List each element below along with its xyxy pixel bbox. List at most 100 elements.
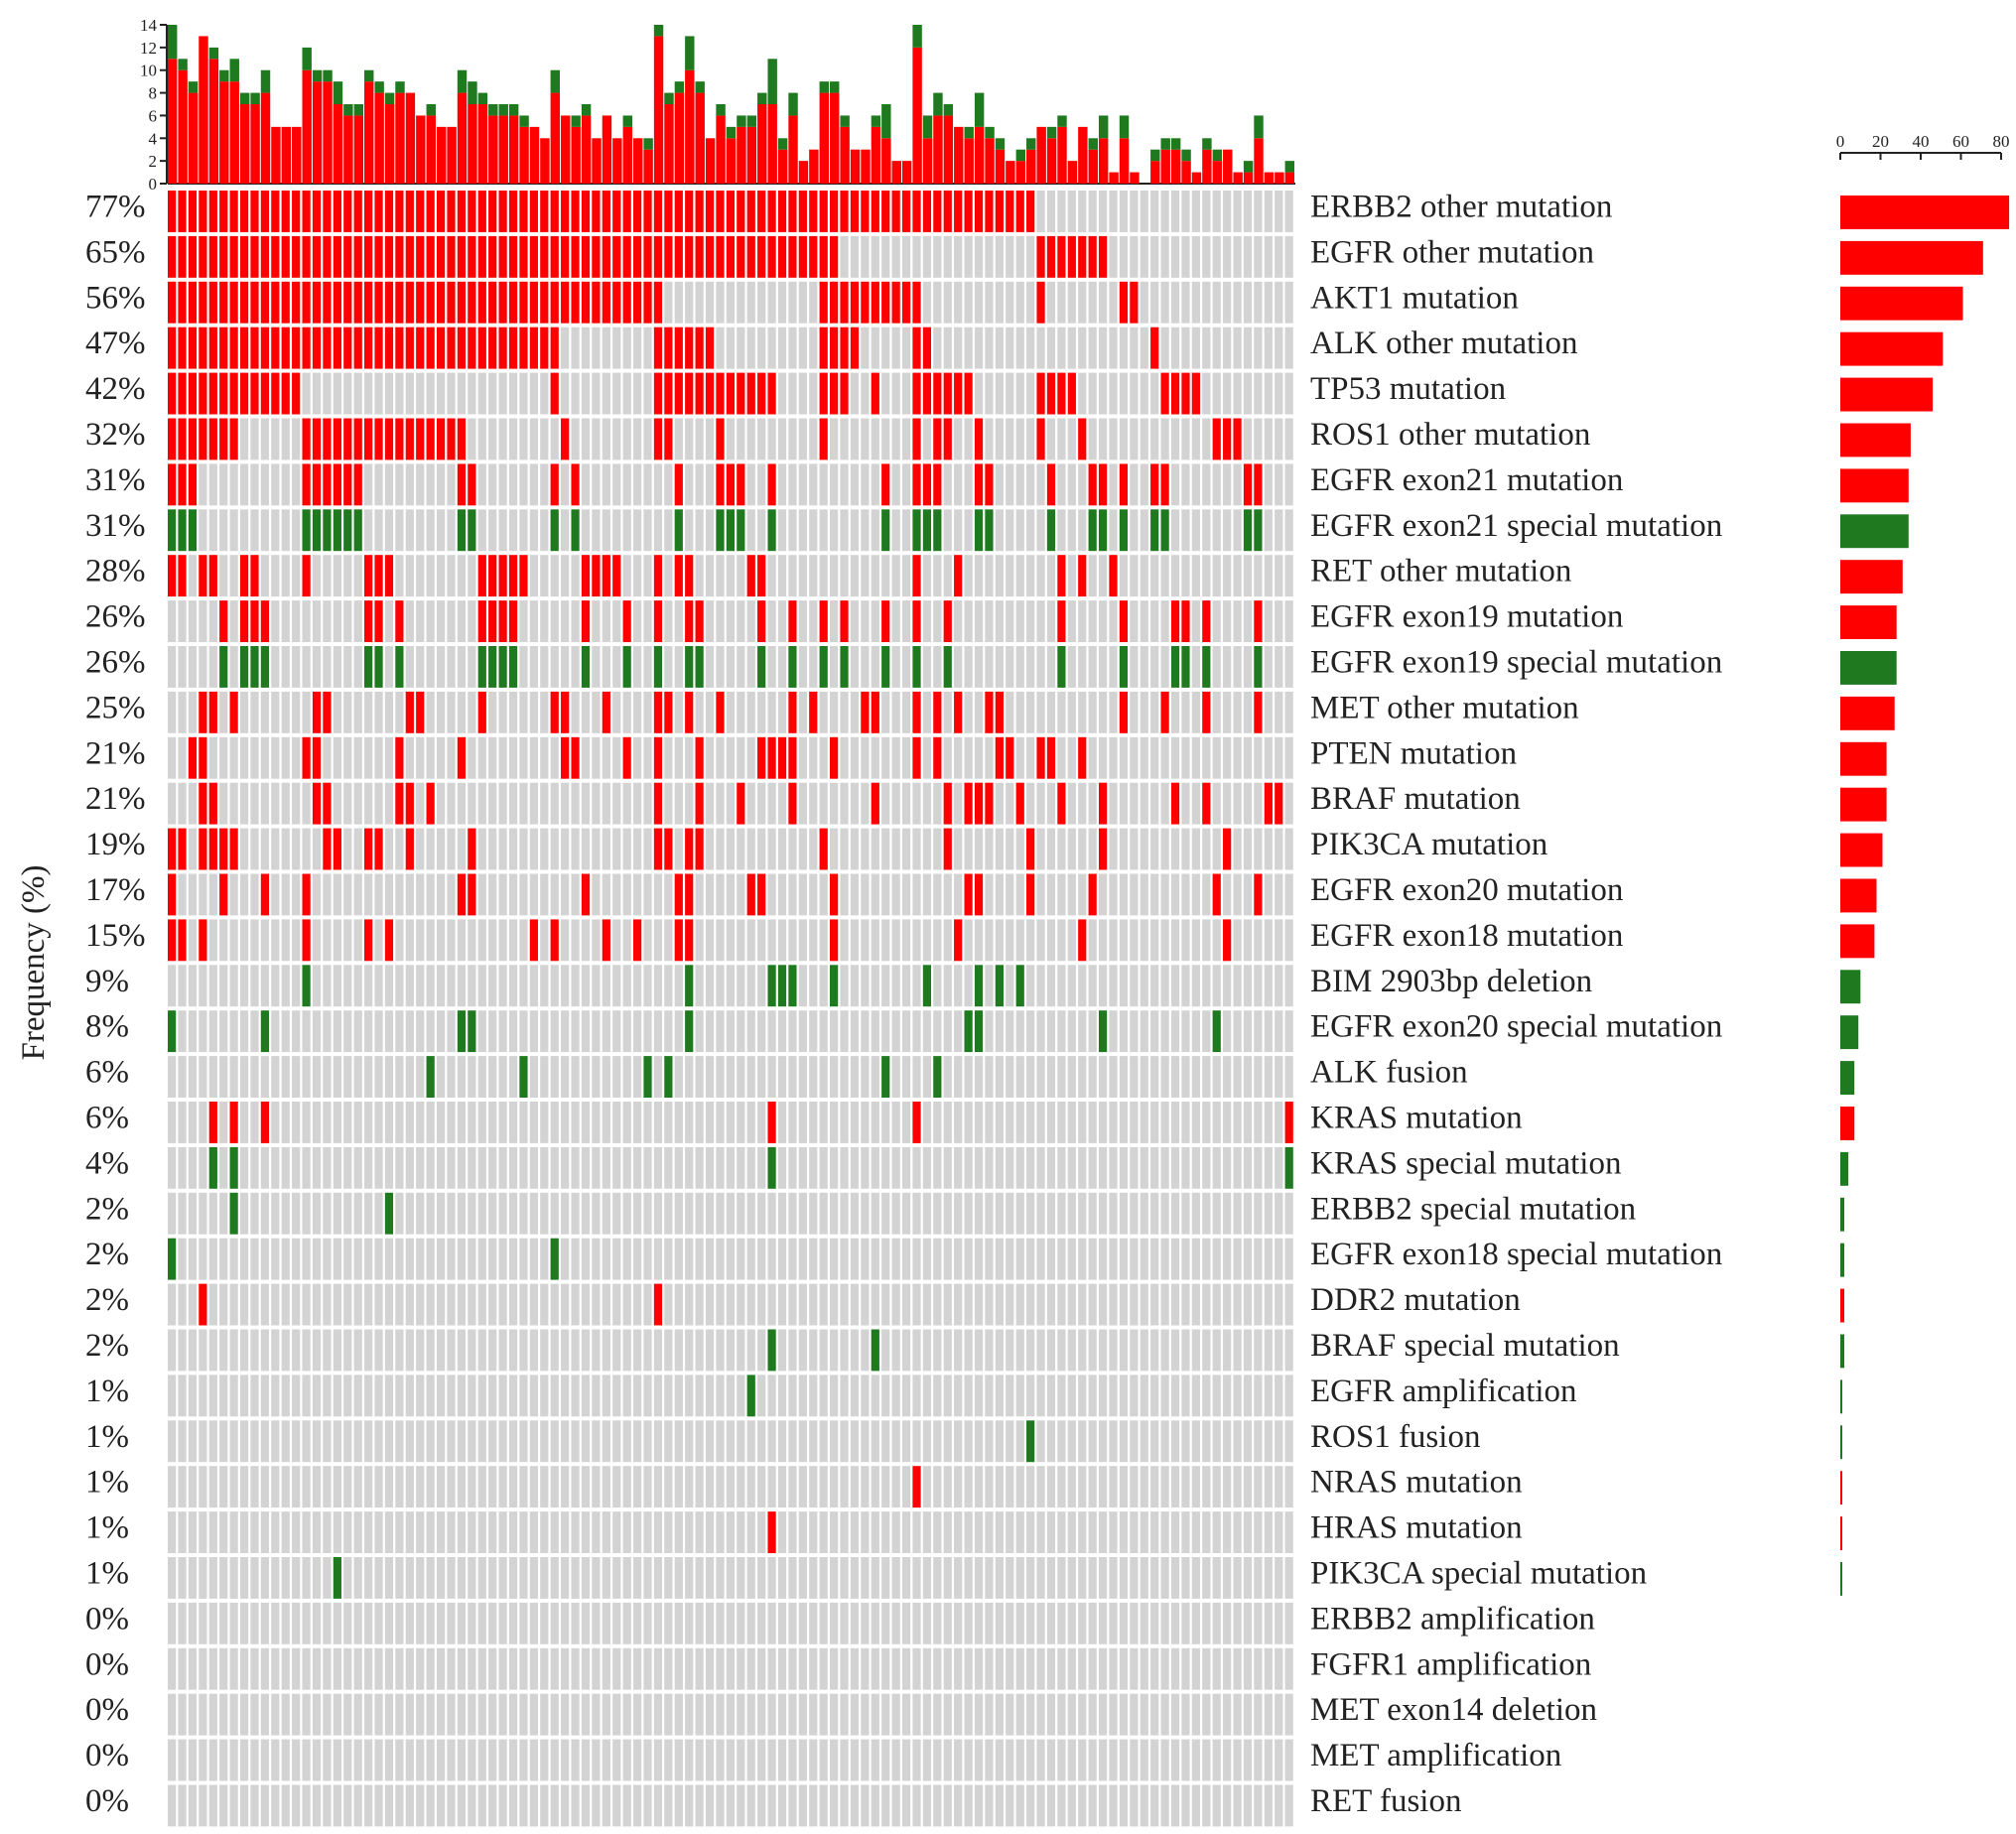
matrix-cell-empty (685, 1375, 694, 1417)
matrix-cell-empty (199, 1693, 207, 1736)
matrix-cell-empty (1098, 919, 1108, 962)
matrix-cell-empty (592, 828, 601, 870)
matrix-cell-altered (219, 646, 228, 688)
matrix-cell-empty (830, 1238, 839, 1280)
top-bar-special (1202, 138, 1212, 150)
matrix-cell-empty (1243, 1466, 1253, 1508)
matrix-cell-empty (436, 1739, 446, 1781)
matrix-cell-empty (1284, 1739, 1293, 1781)
matrix-cell-altered (943, 600, 952, 642)
matrix-cell-empty (737, 1283, 745, 1326)
matrix-cell-empty (777, 1238, 787, 1280)
matrix-cell-empty (281, 463, 290, 506)
matrix-cell-empty (1254, 327, 1263, 369)
matrix-cell-empty (571, 691, 580, 733)
matrix-cell-empty (416, 1511, 425, 1553)
matrix-cell-empty (208, 1056, 217, 1098)
matrix-cell-altered (757, 873, 766, 916)
matrix-cell-empty (664, 509, 673, 552)
matrix-cell-empty (343, 555, 352, 597)
matrix-cell-altered (271, 281, 280, 324)
matrix-cell-empty (561, 1375, 570, 1417)
matrix-cell-empty (477, 1238, 486, 1280)
matrix-cell-empty (922, 1739, 932, 1781)
matrix-cell-empty (912, 1784, 921, 1827)
matrix-cell-altered (850, 191, 860, 232)
matrix-cell-empty (850, 965, 860, 1007)
matrix-cell-altered (622, 736, 631, 779)
matrix-cell-empty (271, 1557, 280, 1599)
matrix-cell-empty (540, 1420, 549, 1463)
matrix-cell-empty (1130, 691, 1139, 733)
matrix-cell-empty (416, 782, 425, 825)
top-bar-mutation (250, 104, 260, 184)
matrix-cell-empty (1160, 1010, 1169, 1053)
matrix-cell-empty (737, 1010, 745, 1053)
matrix-cell-altered (561, 191, 570, 232)
matrix-cell-empty (239, 1102, 249, 1143)
matrix-cell-altered (229, 235, 238, 278)
matrix-cell-empty (943, 1466, 952, 1508)
matrix-cell-empty (395, 1602, 404, 1644)
top-y-tick-label: 8 (149, 84, 158, 103)
matrix-cell-empty (581, 736, 591, 779)
top-bar-mutation (1150, 161, 1160, 184)
matrix-cell-empty (1264, 1739, 1273, 1781)
top-bar-mutation (1130, 172, 1140, 184)
matrix-cell-empty (208, 600, 217, 642)
matrix-cell-empty (250, 691, 259, 733)
matrix-cell-altered (477, 555, 486, 597)
matrix-cell-altered (840, 281, 849, 324)
matrix-cell-empty (985, 1511, 994, 1553)
matrix-cell-empty (1284, 873, 1293, 916)
matrix-cell-empty (1057, 1557, 1066, 1599)
matrix-cell-empty (840, 782, 849, 825)
matrix-cell-empty (622, 1511, 631, 1553)
matrix-cell-altered (384, 919, 394, 962)
matrix-cell-empty (1202, 1056, 1211, 1098)
right-x-tick-label: 80 (1993, 132, 2010, 151)
matrix-cell-altered (1109, 555, 1118, 597)
matrix-cell-empty (602, 1647, 610, 1690)
matrix-cell-empty (1026, 509, 1035, 552)
matrix-cell-empty (716, 1056, 725, 1098)
matrix-cell-empty (995, 782, 1004, 825)
matrix-cell-empty (592, 1420, 601, 1463)
top-bar-special (695, 81, 705, 93)
matrix-cell-empty (922, 1602, 932, 1644)
matrix-cell-empty (1078, 281, 1087, 324)
top-bar-mutation (830, 92, 840, 184)
matrix-cell-empty (685, 1602, 694, 1644)
matrix-cell-empty (188, 1010, 198, 1053)
matrix-cell-empty (550, 782, 559, 825)
matrix-cell-empty (1026, 1102, 1035, 1143)
matrix-cell-empty (974, 1557, 984, 1599)
matrix-cell-empty (416, 1602, 425, 1644)
matrix-cell-empty (343, 1102, 352, 1143)
matrix-cell-empty (592, 1466, 601, 1508)
matrix-cell-altered (746, 555, 755, 597)
matrix-cell-empty (271, 1056, 280, 1098)
matrix-cell-empty (561, 1511, 570, 1553)
matrix-cell-empty (695, 1329, 704, 1372)
matrix-cell-altered (995, 736, 1004, 779)
matrix-cell-altered (912, 327, 921, 369)
matrix-cell-altered (508, 646, 518, 688)
matrix-cell-empty (199, 1192, 207, 1235)
matrix-cell-empty (1191, 1420, 1200, 1463)
matrix-cell-empty (447, 1420, 456, 1463)
matrix-cell-empty (850, 1238, 860, 1280)
matrix-cell-empty (1264, 646, 1273, 688)
matrix-cell-empty (302, 1375, 311, 1417)
matrix-cell-altered (239, 327, 249, 369)
matrix-cell-empty (809, 372, 818, 415)
matrix-cell-empty (312, 1647, 322, 1690)
matrix-cell-empty (323, 1238, 332, 1280)
matrix-cell-empty (178, 1420, 187, 1463)
matrix-cell-altered (333, 191, 341, 232)
matrix-cell-empty (1046, 646, 1056, 688)
matrix-cell-empty (1046, 1192, 1056, 1235)
matrix-cell-empty (777, 372, 787, 415)
matrix-cell-empty (1036, 1693, 1045, 1736)
matrix-cell-empty (477, 1602, 486, 1644)
